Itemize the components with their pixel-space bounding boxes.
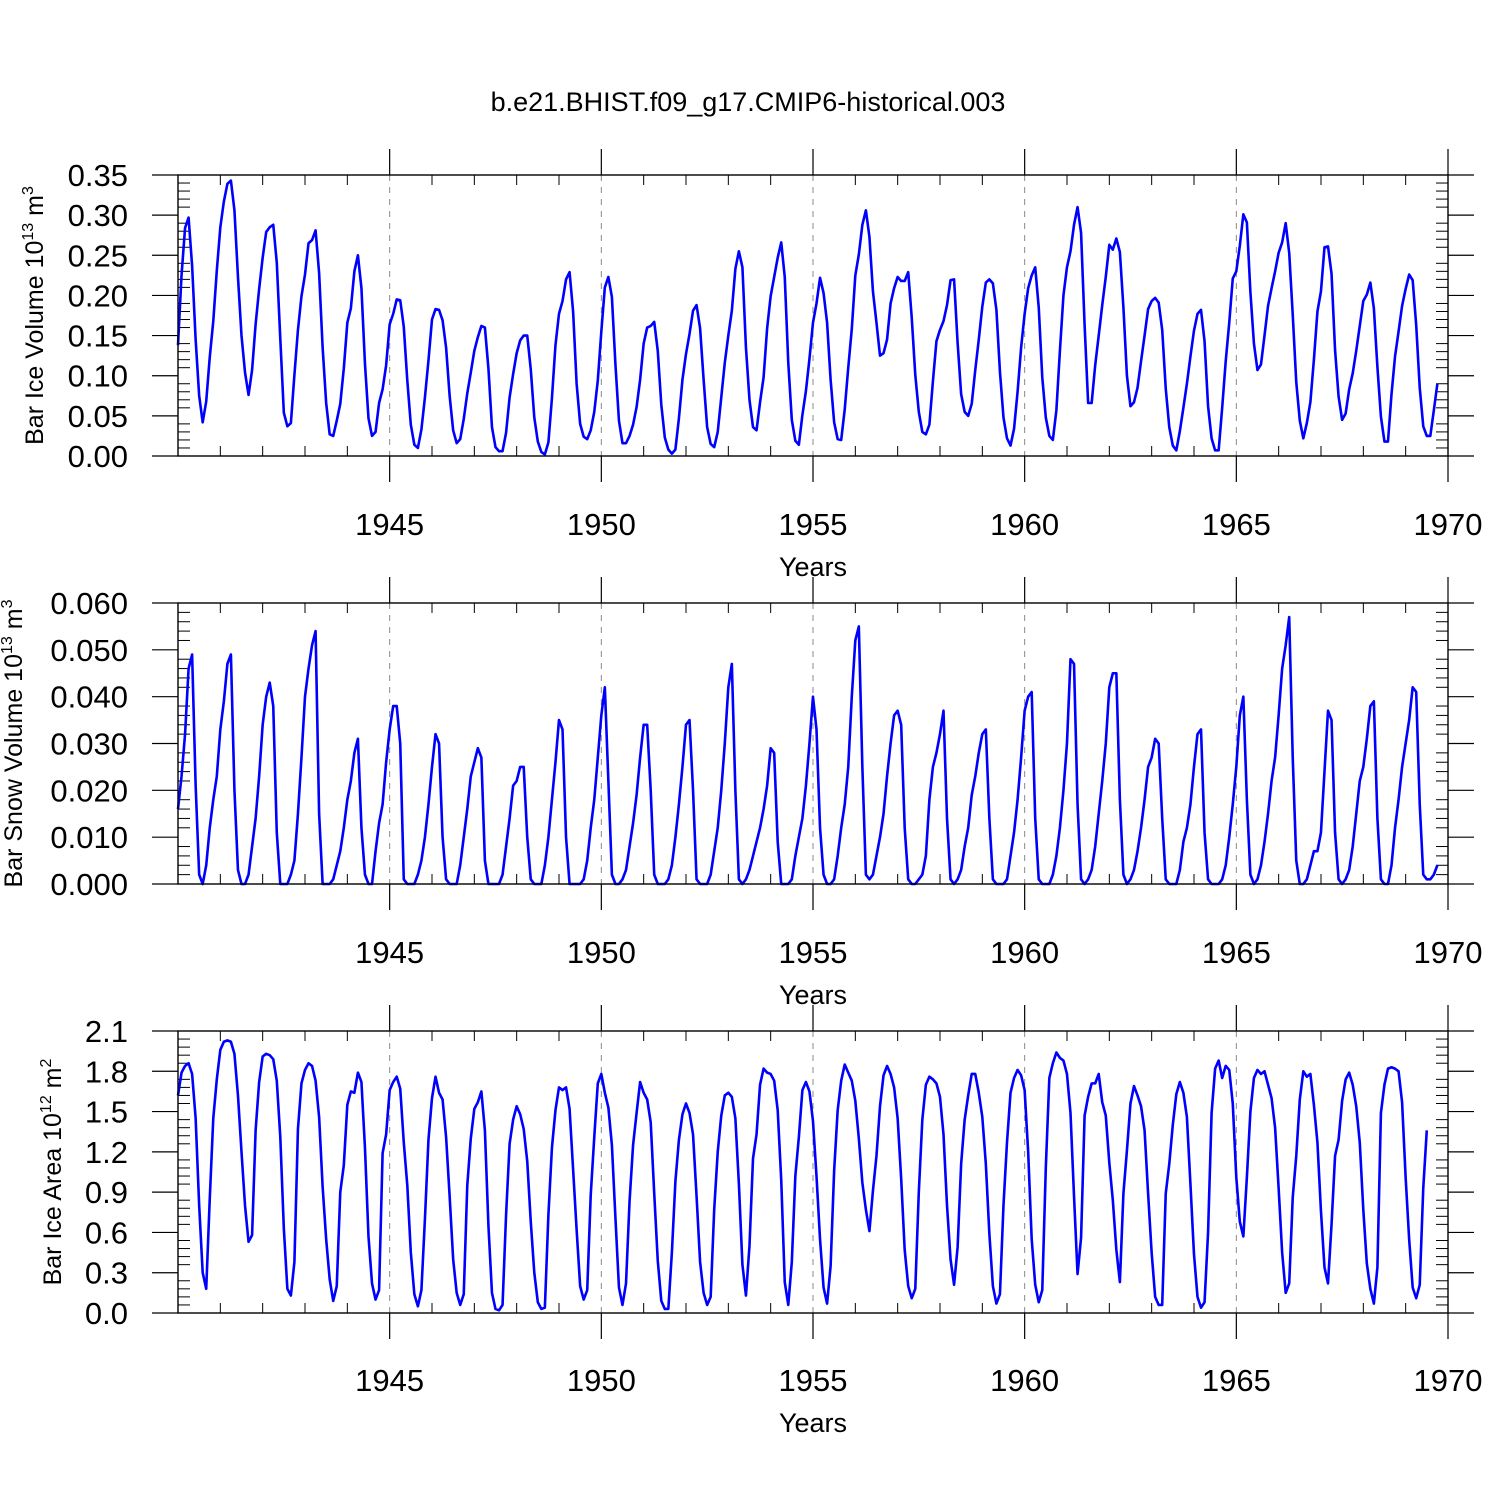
snow-volume-xtick-label-1960: 1960 <box>990 935 1059 970</box>
ice-volume-ytick-label: 0.20 <box>68 278 128 313</box>
snow-volume-plot-frame <box>177 602 1449 885</box>
ice-volume-ytick-label: 0.10 <box>68 359 128 394</box>
ice-area-plot-frame <box>177 1030 1449 1314</box>
ice-volume-plot-frame <box>177 174 1449 457</box>
ice-area-xtick-label-1955: 1955 <box>779 1363 848 1398</box>
ice-volume-ytick-label: 0.15 <box>68 319 128 354</box>
snow-volume-xtick-label-1965: 1965 <box>1202 935 1271 970</box>
ice-area-y-axis-label: Bar Ice Area 1012 m2 <box>38 1059 67 1286</box>
ice-area-xtick-label-1965: 1965 <box>1202 1363 1271 1398</box>
snow-volume-panel: 0.000 0.010 0.020 0.030 0.040 0.050 0.060 1945 1… <box>0 577 1482 1010</box>
ice-area-ytick-label: 1.2 <box>85 1135 128 1170</box>
ice-volume-series-line <box>176 179 1439 456</box>
ice-volume-panel: 0.00 0.05 0.10 0.15 0.20 0.25 0.30 0.35 1945 1950… <box>20 149 1482 582</box>
ice-volume-ytick-label: 0.00 <box>68 439 128 474</box>
ice-volume-xtick-label-1955: 1955 <box>779 507 848 542</box>
snow-volume-y-axis-label: Bar Snow Volume 1013 m3 <box>0 599 28 887</box>
ice-volume-y-axis-label: Bar Ice Volume 1013 m3 <box>20 186 49 445</box>
snow-volume-xtick-label-1970: 1970 <box>1414 935 1483 970</box>
snow-volume-ytick-label: 0.050 <box>50 633 128 668</box>
snow-volume-series-line <box>176 615 1439 886</box>
ice-area-xtick-label-1960: 1960 <box>990 1363 1059 1398</box>
ice-area-xtick-label-1950: 1950 <box>567 1363 636 1398</box>
snow-volume-xtick-label-1955: 1955 <box>779 935 848 970</box>
snow-volume-ytick-label: 0.030 <box>50 727 128 762</box>
ice-area-ytick-label: 1.8 <box>85 1054 128 1089</box>
ice-volume-xtick-label-1945: 1945 <box>355 507 424 542</box>
ice-volume-ytick-label: 0.05 <box>68 399 128 434</box>
main-title: b.e21.BHIST.f09_g17.CMIP6-historical.003 <box>491 87 1006 117</box>
snow-volume-xtick-label-1945: 1945 <box>355 935 424 970</box>
ice-area-panel: 0.0 0.3 0.6 0.9 1.2 1.5 1.8 2.1 1945 1950 1955 1960… <box>38 1005 1482 1438</box>
ice-area-xtick-label-1945: 1945 <box>355 1363 424 1398</box>
ice-area-ytick-label: 1.5 <box>85 1095 128 1130</box>
snow-volume-ytick-label: 0.040 <box>50 680 128 715</box>
ice-volume-xtick-label-1960: 1960 <box>990 507 1059 542</box>
ice-area-x-axis-label: Years <box>779 1408 847 1438</box>
ice-area-ytick-label: 0.3 <box>85 1256 128 1291</box>
ice-volume-xtick-label-1950: 1950 <box>567 507 636 542</box>
ice-volume-xtick-label-1970: 1970 <box>1414 507 1483 542</box>
snow-volume-ytick-label: 0.000 <box>50 867 128 902</box>
ice-area-series-line <box>176 1039 1429 1312</box>
ice-area-ytick-label: 0.6 <box>85 1215 128 1250</box>
snow-volume-xtick-label-1950: 1950 <box>567 935 636 970</box>
ice-volume-ytick-label: 0.30 <box>68 198 128 233</box>
snow-volume-ytick-label: 0.010 <box>50 820 128 855</box>
snow-volume-ytick-label: 0.060 <box>50 586 128 621</box>
ice-area-xtick-label-1970: 1970 <box>1414 1363 1483 1398</box>
ice-volume-xtick-label-1965: 1965 <box>1202 507 1271 542</box>
ice-area-ytick-label: 0.9 <box>85 1175 128 1210</box>
ice-area-ytick-label: 0.0 <box>85 1296 128 1331</box>
ice-volume-ytick-label: 0.25 <box>68 238 128 273</box>
ice-volume-ytick-label: 0.35 <box>68 158 128 193</box>
snow-volume-ytick-label: 0.020 <box>50 773 128 808</box>
ice-area-ytick-label: 2.1 <box>85 1014 128 1049</box>
